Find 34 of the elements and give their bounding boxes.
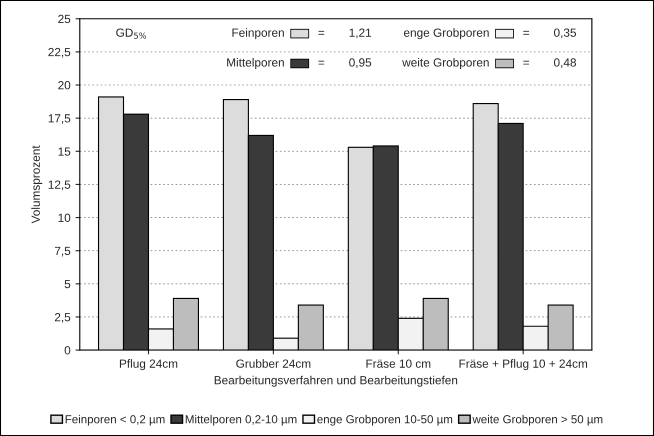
x-axis-title: Bearbeitungsverfahren und Bearbeitungstiefen xyxy=(214,376,458,387)
y-tick-label: 2,5 xyxy=(54,313,70,323)
y-tick-label: 10 xyxy=(58,214,70,222)
y-tick-label: 22,5 xyxy=(48,48,70,58)
legend-label: enge Grobporen 10-50 µm xyxy=(317,414,452,426)
y-tick-label: 17,5 xyxy=(48,114,70,124)
legend-label: Mittelporen 0,2-10 µm xyxy=(186,414,296,426)
y-axis-title: Volumsprozent xyxy=(31,145,42,224)
legend-label: weite Grobporen > 50 µm xyxy=(472,414,602,426)
y-tick-label: 7,5 xyxy=(54,246,70,256)
x-tick-label: Fräse + Pflug 10 + 24cm xyxy=(460,359,588,370)
annotation: 0,35 xyxy=(554,28,576,38)
y-tick-label: 12,5 xyxy=(48,180,70,190)
annotation: Feinporen xyxy=(232,28,284,40)
annotation: = xyxy=(523,30,530,35)
annotation: 0,95 xyxy=(349,58,372,68)
x-tick-label: Grubber 24cm xyxy=(236,359,310,368)
x-tick-label: Fräse 10 cm xyxy=(366,359,430,368)
annotation: 1,21 xyxy=(350,28,372,38)
y-tick-label: 15 xyxy=(58,147,70,156)
y-tick-label: 5 xyxy=(64,280,70,288)
y-tick-label: 25 xyxy=(58,14,70,24)
annotation: enge Grobporen xyxy=(404,28,489,40)
annotation: Mittelporen xyxy=(227,58,284,69)
annotation: = xyxy=(318,60,324,65)
x-tick-label: Pflug 24cm xyxy=(120,359,178,370)
annotation: = xyxy=(318,30,324,35)
y-tick-label: 20 xyxy=(58,81,70,90)
annotation: weite Grobporen xyxy=(402,58,489,69)
legend-label: Feinporen < 0,2 µm xyxy=(66,414,164,426)
annotation: = xyxy=(523,60,530,65)
annotation: 0,48 xyxy=(554,58,576,68)
annotation: GD$_{5%}$ xyxy=(116,28,146,39)
y-tick-label: 0 xyxy=(64,346,70,354)
